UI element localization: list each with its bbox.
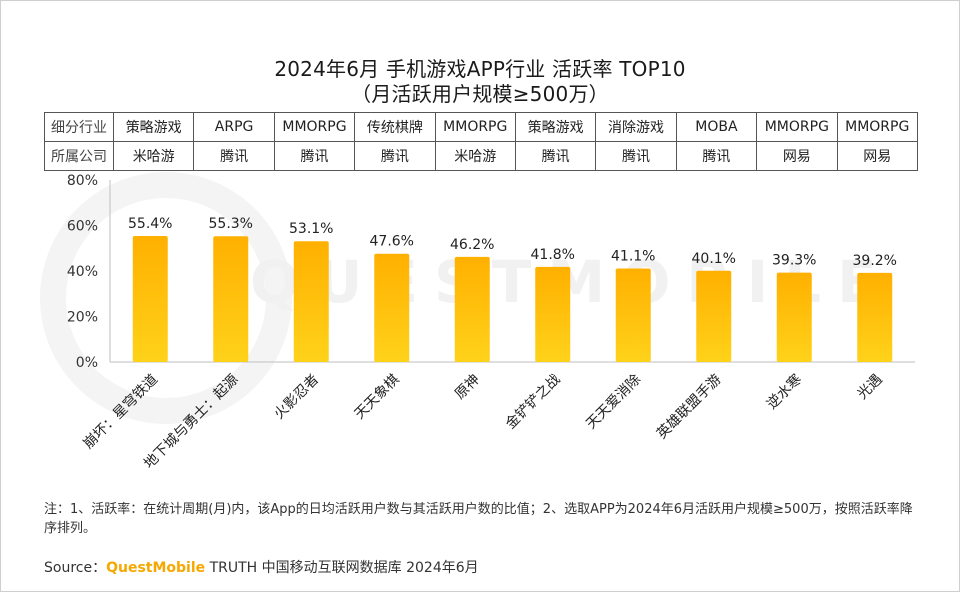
y-tick-label: 40% <box>67 264 98 280</box>
company-cell: 腾讯 <box>273 141 356 171</box>
x-tick-label: 原神 <box>452 372 483 403</box>
data-label: 41.1% <box>611 248 655 264</box>
company-cell: 腾讯 <box>675 141 758 171</box>
data-label: 55.3% <box>209 216 253 232</box>
x-tick-label: 光遇 <box>854 372 885 403</box>
company-cell: 腾讯 <box>354 141 436 171</box>
bar <box>776 272 812 362</box>
company-cell: 腾讯 <box>193 141 275 171</box>
source-prefix: Source： <box>44 560 107 576</box>
industry-cell: 策略游戏 <box>514 112 597 142</box>
chart-title: 2024年6月 手机游戏APP行业 活跃率 TOP10 <box>274 57 686 81</box>
company-cell: 腾讯 <box>595 141 677 171</box>
source-brand: QuestMobile <box>106 560 206 576</box>
bar <box>615 268 651 362</box>
x-tick-label: 天天爱消除 <box>583 372 644 433</box>
industry-cell: MMORPG <box>836 112 918 142</box>
x-tick-label: 金铲铲之战 <box>503 372 564 433</box>
industry-cell: MMORPG <box>756 112 838 142</box>
data-label: 55.4% <box>128 216 172 232</box>
bar <box>454 256 490 362</box>
y-tick-label: 80% <box>67 173 98 189</box>
data-label: 47.6% <box>370 234 414 250</box>
y-tick-label: 60% <box>67 219 98 235</box>
info-table: 细分行业 策略游戏 ARPG MMORPG 传统棋牌 MMORPG 策略游戏 消… <box>44 112 918 171</box>
data-label: 41.8% <box>531 247 575 263</box>
data-label: 39.2% <box>853 253 897 269</box>
x-tick-label: 逆水寒 <box>763 371 805 413</box>
x-tick-label: 天天象棋 <box>352 372 403 423</box>
footnote: 注：1、活跃率：在统计周期(月)内，该App的日均活跃用户数与其活跃用户数的比值… <box>44 502 913 536</box>
x-tick-label: 英雄联盟手游 <box>653 371 724 442</box>
industry-cell: ARPG <box>193 112 275 142</box>
bar <box>535 266 571 362</box>
company-cell: 米哈游 <box>434 141 516 171</box>
company-cell: 腾讯 <box>514 141 597 171</box>
bar <box>857 272 893 362</box>
data-label: 40.1% <box>692 251 736 267</box>
x-tick-label: 火影忍者 <box>271 372 322 423</box>
chart-subtitle: （月活跃用户规模≥500万） <box>351 82 609 106</box>
y-tick-label: 0% <box>76 355 98 371</box>
industry-row: 细分行业 策略游戏 ARPG MMORPG 传统棋牌 MMORPG 策略游戏 消… <box>44 112 918 142</box>
data-label: 39.3% <box>772 253 816 269</box>
row-header-company: 所属公司 <box>44 141 114 171</box>
company-row: 所属公司 米哈游 腾讯 腾讯 腾讯 米哈游 腾讯 腾讯 腾讯 网易 网易 <box>44 141 918 171</box>
data-label: 46.2% <box>450 237 494 253</box>
x-tick-label: 崩坏：星穹铁道 <box>80 372 161 453</box>
y-tick-label: 20% <box>67 310 98 326</box>
industry-cell: 消除游戏 <box>595 112 677 142</box>
source-line: Source：QuestMobile TRUTH 中国移动互联网数据库 2024… <box>44 557 479 577</box>
source-rest: TRUTH 中国移动互联网数据库 2024年6月 <box>205 560 479 576</box>
company-cell: 网易 <box>756 141 838 171</box>
company-cell: 网易 <box>836 141 918 171</box>
bar <box>132 235 168 362</box>
bar <box>696 270 732 362</box>
data-label: 53.1% <box>289 221 333 237</box>
industry-cell: MMORPG <box>434 112 516 142</box>
bar <box>213 236 249 362</box>
bar <box>374 253 410 362</box>
bar <box>293 241 329 362</box>
